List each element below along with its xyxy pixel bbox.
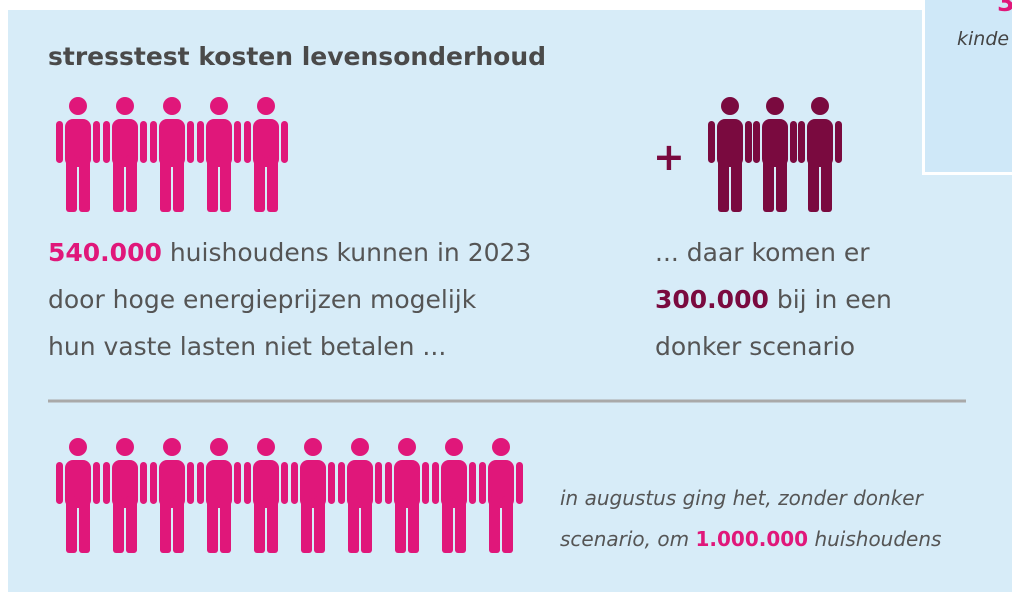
- bottom-line: scenario, om 1.000.000 huishoudens: [560, 527, 941, 551]
- person-icon: [150, 438, 194, 553]
- left-line: hun vaste lasten niet betalen ...: [48, 332, 447, 361]
- person-icon: [197, 438, 241, 553]
- right-line: ... daar komen er: [655, 238, 870, 267]
- corner-box: 3 kinde: [922, 0, 1012, 175]
- person-icon: [244, 438, 288, 553]
- person-icon: [244, 97, 288, 212]
- corner-text: kinde: [957, 28, 1010, 50]
- person-icon: [385, 438, 429, 553]
- person-icon: [197, 97, 241, 212]
- person-icon: [708, 97, 752, 212]
- text: huishoudens kunnen in 2023: [169, 238, 532, 267]
- person-icon: [56, 97, 100, 212]
- plus: +: [653, 135, 685, 179]
- person-icon: [103, 438, 147, 553]
- person-icon: [291, 97, 306, 212]
- person-icon: [291, 438, 335, 553]
- right-line: donker scenario: [655, 332, 856, 361]
- title: stresstest kosten levensonderhoud: [48, 42, 547, 71]
- text: huishoudens: [814, 527, 942, 551]
- icon-group: [56, 97, 842, 553]
- highlight: 540.000: [48, 238, 162, 267]
- left-line: door hoge energieprijzen mogelijk: [48, 285, 477, 314]
- bottom-line: in augustus ging het, zonder donker: [560, 486, 923, 510]
- text: bij in een: [776, 285, 892, 314]
- person-icon: [150, 97, 194, 212]
- person-icon: [479, 438, 523, 553]
- person-icon: [432, 438, 476, 553]
- person-icon: [753, 97, 797, 212]
- person-icon: [798, 97, 842, 212]
- corner-number: 3: [997, 0, 1012, 18]
- left-line: 540.000 huishoudens kunnen in 2023: [48, 238, 531, 267]
- highlight: 300.000: [655, 285, 769, 314]
- right-line: 300.000 bij in een: [655, 285, 892, 314]
- person-icon: [103, 97, 147, 212]
- person-icon: [56, 438, 100, 553]
- text: scenario, om: [560, 527, 690, 551]
- highlight: 1.000.000: [695, 527, 809, 551]
- person-icon: [338, 438, 382, 553]
